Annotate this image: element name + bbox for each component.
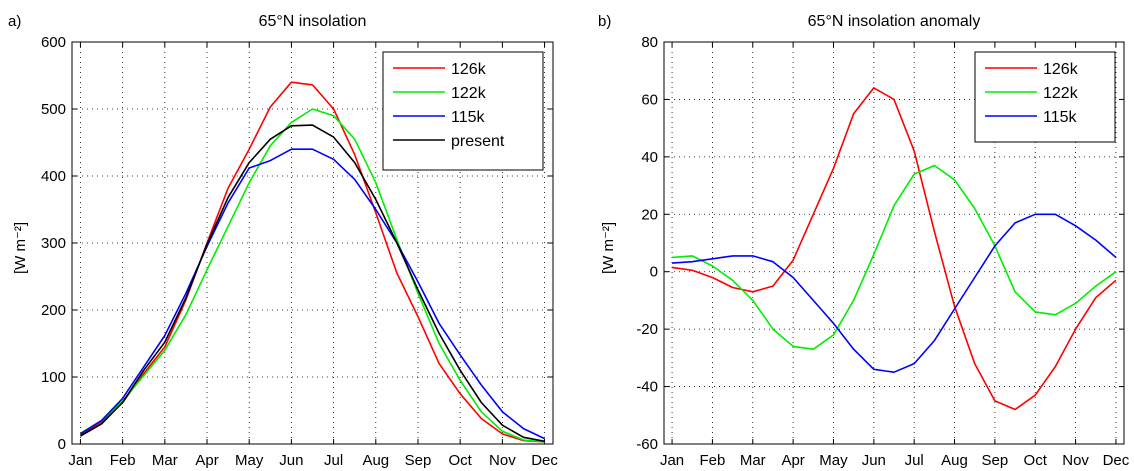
y-tick-label: 300 [41,235,66,252]
y-tick-label: -60 [636,436,658,453]
series-line-present [80,124,545,443]
y-tick-label: 20 [641,206,658,223]
plot-frame [663,41,1125,445]
legend-label: 122k [451,85,487,102]
x-tick-label: Mar [740,452,766,469]
chart-panel-a: a) 65°N insolation 0 100 200 300 400 500 600 Jan F… [8,13,558,469]
legend-label: 115k [1043,109,1078,126]
legend-label: 126k [1043,61,1079,78]
chart-title: 65°N insolation anomaly [808,13,981,30]
series-line-115k [672,213,1117,374]
x-tick-label: Apr [195,452,218,469]
y-tick-label: 0 [58,436,66,453]
y-axis-label: [W m⁻²] [600,222,617,274]
x-tick-label: Oct [449,452,473,469]
chart-panel-b: b) 65°N insolation anomaly -60 -40 -20 0 20 40 6… [598,13,1130,469]
x-tick-label: May [235,452,264,469]
y-tick-label: 400 [41,168,66,185]
series-line-126k [79,81,545,443]
legend-label: 122k [1043,85,1079,102]
x-tick-label: Aug [362,452,389,469]
x-tick-label: Feb [699,452,725,469]
x-tick-label: Dec [1103,452,1130,469]
x-tick-label: Jan [660,452,684,469]
y-tick-label: 80 [641,34,658,51]
y-tick-label: 0 [650,264,658,281]
y-tick-label: -40 [636,379,658,396]
y-tick-label: -20 [636,321,658,338]
x-tick-label: Apr [781,452,804,469]
series-line-126k [671,87,1117,411]
x-tick-label: Jan [68,452,92,469]
y-axis-label: [W m⁻²] [12,222,29,274]
x-tick-label: Jun [279,452,303,469]
y-tick-label: 60 [641,91,658,108]
x-tick-label: Jul [905,452,924,469]
legend-label: 126k [451,61,487,78]
x-tick-label: Feb [110,452,136,469]
panel-label: b) [598,13,611,30]
legend-label: present [451,133,505,150]
x-tick-label: Mar [152,452,178,469]
legend: 126k 122k 115k [974,51,1116,143]
y-tick-label: 600 [41,34,66,51]
chart-title: 65°N insolation [259,13,367,30]
x-tick-label: Sep [982,452,1009,469]
series-line-122k [79,108,545,443]
x-tick-label: Nov [1062,452,1089,469]
x-tick-label: Nov [489,452,516,469]
x-tick-label: Jul [324,452,343,469]
grid [664,42,1124,444]
series-line-115k [79,148,545,440]
x-tick-label: May [819,452,848,469]
panel-label: a) [8,13,21,30]
y-tick-label: 40 [641,149,658,166]
legend-box [382,51,544,171]
x-tick-label: Dec [531,452,558,469]
y-tick-label: 100 [41,369,66,386]
y-tick-label: 200 [41,302,66,319]
x-tick-label: Jun [862,452,886,469]
series-line-122k [672,164,1117,351]
x-tick-label: Aug [941,452,968,469]
x-tick-label: Sep [405,452,432,469]
legend-box [974,51,1116,143]
x-tick-label: Oct [1024,452,1048,469]
legend: 126k 122k 115k present [382,51,544,171]
legend-label: 115k [451,109,486,126]
y-tick-label: 500 [41,101,66,118]
